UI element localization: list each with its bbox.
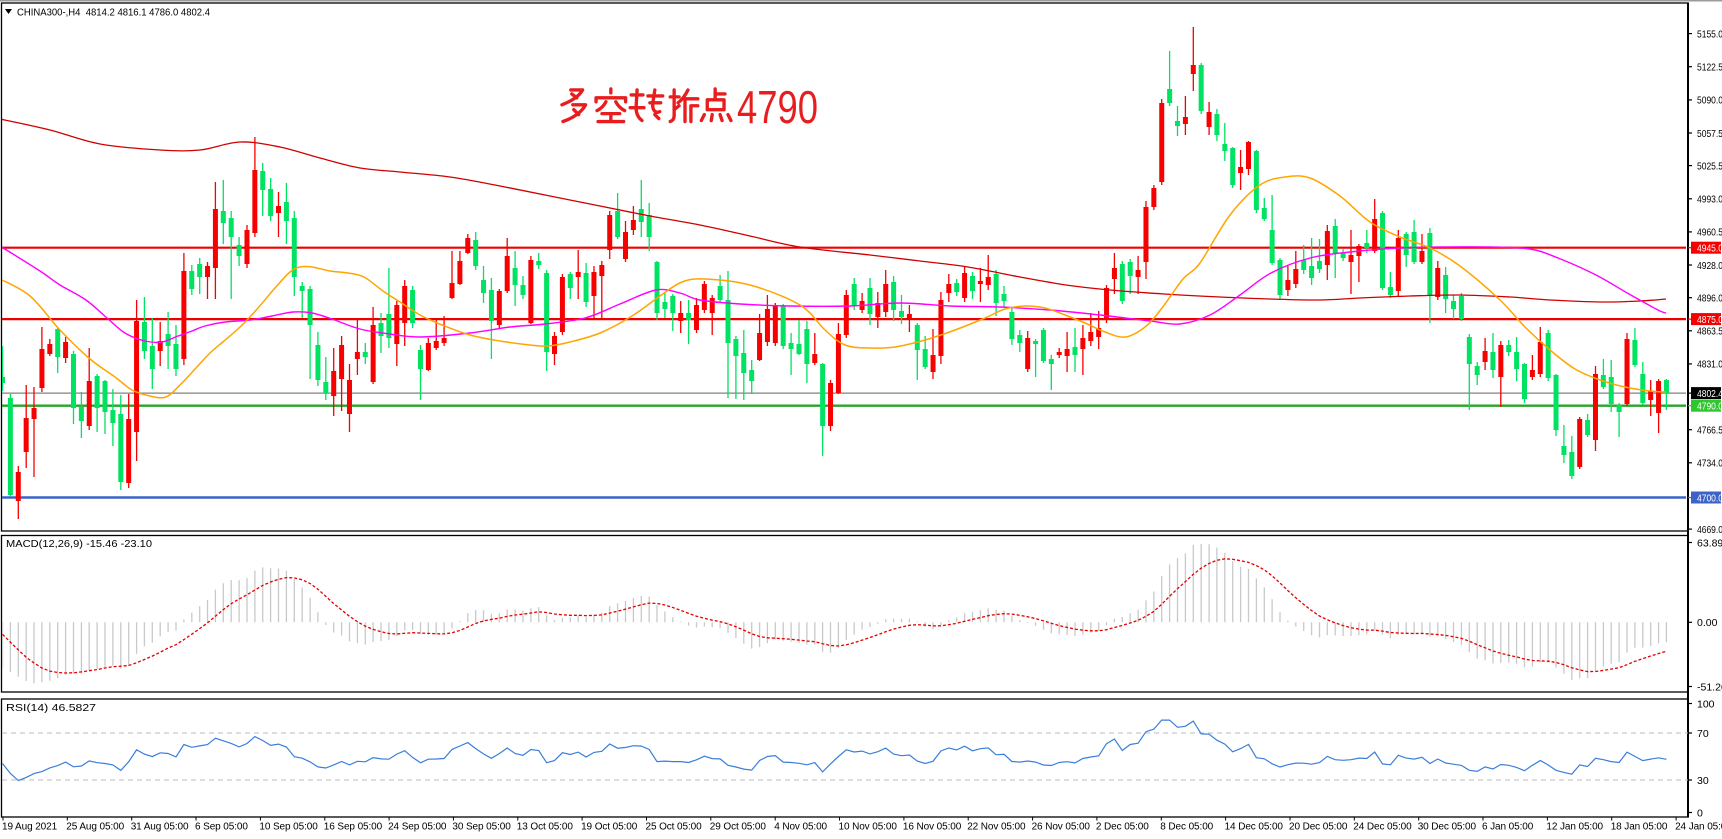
svg-text:4790: 4790 xyxy=(737,81,818,133)
svg-text:0.00: 0.00 xyxy=(1697,617,1718,629)
svg-text:30: 30 xyxy=(1697,775,1709,787)
svg-text:63.89: 63.89 xyxy=(1697,537,1722,549)
svg-text:4766.5: 4766.5 xyxy=(1697,425,1722,437)
svg-text:4700.0: 4700.0 xyxy=(1697,492,1722,504)
svg-text:4993.0: 4993.0 xyxy=(1697,194,1722,206)
svg-text:6 Sep 05:00: 6 Sep 05:00 xyxy=(195,822,248,833)
svg-text:13 Oct 05:00: 13 Oct 05:00 xyxy=(517,822,574,833)
svg-text:4802.4: 4802.4 xyxy=(1697,388,1722,400)
svg-text:5057.5: 5057.5 xyxy=(1697,128,1722,140)
svg-text:14 Dec 05:00: 14 Dec 05:00 xyxy=(1225,822,1284,833)
svg-text:24 Dec 05:00: 24 Dec 05:00 xyxy=(1353,822,1412,833)
svg-text:4 Nov 05:00: 4 Nov 05:00 xyxy=(774,822,827,833)
svg-text:4928.0: 4928.0 xyxy=(1697,260,1722,272)
svg-text:2 Dec 05:00: 2 Dec 05:00 xyxy=(1096,822,1149,833)
svg-text:22 Nov 05:00: 22 Nov 05:00 xyxy=(967,822,1026,833)
svg-text:5025.5: 5025.5 xyxy=(1697,160,1722,172)
svg-text:31 Aug 05:00: 31 Aug 05:00 xyxy=(131,822,189,833)
svg-text:100: 100 xyxy=(1697,698,1715,710)
svg-text:8 Dec 05:00: 8 Dec 05:00 xyxy=(1160,822,1213,833)
svg-text:5090.0: 5090.0 xyxy=(1697,95,1722,107)
svg-text:4863.5: 4863.5 xyxy=(1697,326,1722,338)
svg-text:18 Jan 05:00: 18 Jan 05:00 xyxy=(1611,822,1668,833)
svg-text:CHINA300-,H4 4814.2 4816.1 47: CHINA300-,H4 4814.2 4816.1 4786.0 4802.4 xyxy=(17,7,210,19)
svg-text:20 Dec 05:00: 20 Dec 05:00 xyxy=(1289,822,1348,833)
svg-text:10 Nov 05:00: 10 Nov 05:00 xyxy=(839,822,898,833)
svg-text:MACD(12,26,9) -15.46 -23.10: MACD(12,26,9) -15.46 -23.10 xyxy=(6,538,152,550)
svg-text:4734.0: 4734.0 xyxy=(1697,458,1722,470)
svg-text:12 Jan 05:00: 12 Jan 05:00 xyxy=(1546,822,1603,833)
svg-text:0: 0 xyxy=(1697,807,1703,819)
svg-text:29 Oct 05:00: 29 Oct 05:00 xyxy=(710,822,767,833)
svg-text:24 Sep 05:00: 24 Sep 05:00 xyxy=(388,822,447,833)
svg-text:6 Jan 05:00: 6 Jan 05:00 xyxy=(1482,822,1534,833)
svg-text:19 Oct 05:00: 19 Oct 05:00 xyxy=(581,822,638,833)
svg-text:4669.0: 4669.0 xyxy=(1697,524,1722,536)
svg-text:4896.0: 4896.0 xyxy=(1697,293,1722,305)
svg-text:4790.0: 4790.0 xyxy=(1697,401,1722,413)
svg-text:70: 70 xyxy=(1697,728,1709,740)
svg-text:19 Aug 2021: 19 Aug 2021 xyxy=(2,822,58,833)
svg-text:30 Dec 05:00: 30 Dec 05:00 xyxy=(1418,822,1477,833)
svg-text:4960.5: 4960.5 xyxy=(1697,227,1722,239)
svg-text:4831.0: 4831.0 xyxy=(1697,359,1722,371)
svg-text:10 Sep 05:00: 10 Sep 05:00 xyxy=(259,822,318,833)
svg-text:RSI(14) 46.5827: RSI(14) 46.5827 xyxy=(6,702,96,714)
svg-text:5122.5: 5122.5 xyxy=(1697,62,1722,74)
svg-text:4945.0: 4945.0 xyxy=(1697,243,1722,255)
svg-text:4875.0: 4875.0 xyxy=(1697,314,1722,326)
svg-text:25 Oct 05:00: 25 Oct 05:00 xyxy=(646,822,703,833)
svg-text:24 Jan 05:00: 24 Jan 05:00 xyxy=(1675,822,1722,833)
svg-text:26 Nov 05:00: 26 Nov 05:00 xyxy=(1032,822,1091,833)
svg-text:-51.26: -51.26 xyxy=(1697,681,1722,693)
svg-text:5155.0: 5155.0 xyxy=(1697,28,1722,40)
svg-text:25 Aug 05:00: 25 Aug 05:00 xyxy=(66,822,124,833)
svg-text:16 Nov 05:00: 16 Nov 05:00 xyxy=(903,822,962,833)
svg-text:16 Sep 05:00: 16 Sep 05:00 xyxy=(324,822,383,833)
svg-text:30 Sep 05:00: 30 Sep 05:00 xyxy=(452,822,511,833)
